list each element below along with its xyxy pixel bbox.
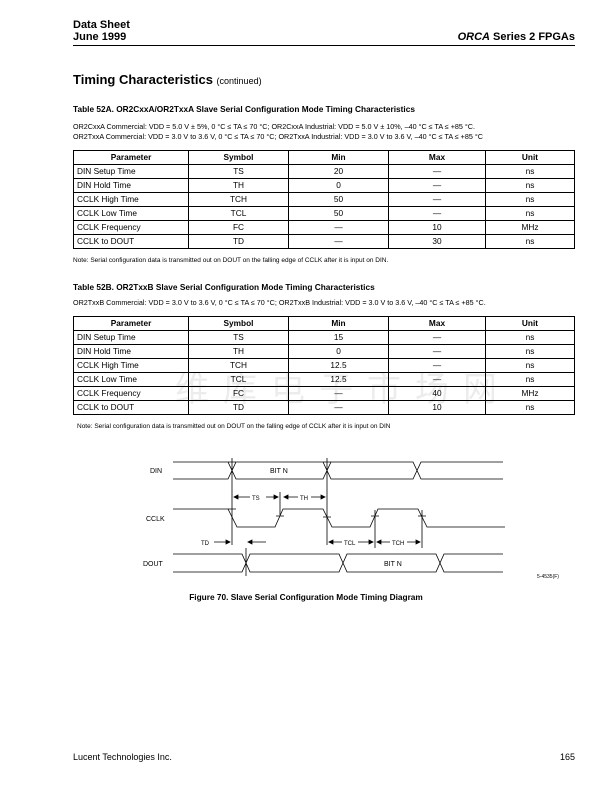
table-row: CCLK to DOUT TD —10 ns bbox=[73, 400, 575, 415]
symbol-cell: TD bbox=[188, 234, 289, 249]
table-row: CCLK High Time TCH 12.5— ns bbox=[73, 358, 575, 373]
table-a-title: Table 52A. OR2CxxA/OR2TxxA Slave Serial … bbox=[73, 104, 415, 114]
table-row: DIN Hold Time TH 0— ns bbox=[73, 344, 575, 359]
ts-label: TS bbox=[252, 496, 260, 502]
dout-label: DOUT bbox=[143, 561, 164, 568]
figure-id: 5-4535(F) bbox=[537, 574, 559, 580]
dout-bit-label: BIT N bbox=[384, 561, 402, 568]
tch-label: TCH bbox=[392, 541, 404, 547]
table-b-note: Note: Serial configuration data is trans… bbox=[77, 423, 391, 430]
table-row: CCLK Frequency FC —40 MHz bbox=[73, 386, 575, 401]
th-label: TH bbox=[300, 496, 308, 502]
timing-arrows bbox=[214, 494, 421, 545]
unit-cell: ns bbox=[485, 234, 575, 249]
din-bit-label: BIT N bbox=[270, 468, 288, 475]
table-b: Parameter Symbol Min Max Unit DIN Setup Time… bbox=[73, 316, 575, 415]
table-row: DIN Hold Time TH 0— ns bbox=[73, 178, 575, 193]
brand: ORCA bbox=[457, 31, 490, 43]
dout-signal bbox=[173, 553, 503, 573]
watermark: 维库电子市场网 bbox=[175, 370, 511, 410]
table-row: CCLK High Time TCH 50— ns bbox=[73, 192, 575, 207]
reference-lines bbox=[228, 458, 426, 576]
section-suffix: (continued) bbox=[216, 76, 262, 86]
din-signal bbox=[173, 461, 503, 480]
tcl-label: TCL bbox=[344, 541, 356, 547]
doc-type: Data Sheet bbox=[73, 19, 130, 31]
table-b-conditions: OR2TxxB Commercial: VDD = 3.0 V to 3.6 V… bbox=[73, 298, 486, 307]
section-title: Timing Characteristics (continued) bbox=[73, 72, 262, 87]
cond-line: OR2TxxA Commercial: VDD = 3.0 V to 3.6 V… bbox=[73, 132, 483, 141]
table-a-conditions: OR2CxxA Commercial: VDD = 5.0 V ± 5%, 0 … bbox=[73, 122, 483, 142]
header-left: Data Sheet June 1999 bbox=[73, 19, 130, 43]
footer-company: Lucent Technologies Inc. bbox=[73, 752, 172, 762]
cclk-label: CCLK bbox=[146, 516, 165, 523]
section-title-text: Timing Characteristics bbox=[73, 72, 213, 87]
doc-date: June 1999 bbox=[73, 31, 127, 43]
table-a: Parameter Symbol Min Max Unit DIN Setup Time… bbox=[73, 150, 575, 249]
cclk-signal bbox=[173, 508, 505, 528]
header-rule bbox=[73, 45, 575, 46]
max-cell: 30 bbox=[388, 234, 486, 249]
page-number: 165 bbox=[559, 752, 575, 762]
td-label: TD bbox=[201, 541, 210, 547]
table-row: CCLK to DOUT TD —30 ns bbox=[73, 234, 575, 249]
cond-line: OR2CxxA Commercial: VDD = 5.0 V ± 5%, 0 … bbox=[73, 122, 475, 131]
table-row: CCLK Frequency FC —10 MHz bbox=[73, 220, 575, 235]
header-right: ORCA Series 2 FPGAs bbox=[458, 31, 575, 43]
table-a-note: Note: Serial configuration data is trans… bbox=[73, 257, 389, 264]
min-cell: — bbox=[288, 400, 389, 415]
unit-cell: ns bbox=[485, 400, 575, 415]
table-b-title: Table 52B. OR2TxxB Slave Serial Configur… bbox=[73, 282, 375, 292]
din-label: DIN bbox=[150, 468, 162, 475]
figure-caption: Figure 70. Slave Serial Configuration Mo… bbox=[189, 592, 423, 602]
series: Series 2 FPGAs bbox=[490, 31, 575, 43]
